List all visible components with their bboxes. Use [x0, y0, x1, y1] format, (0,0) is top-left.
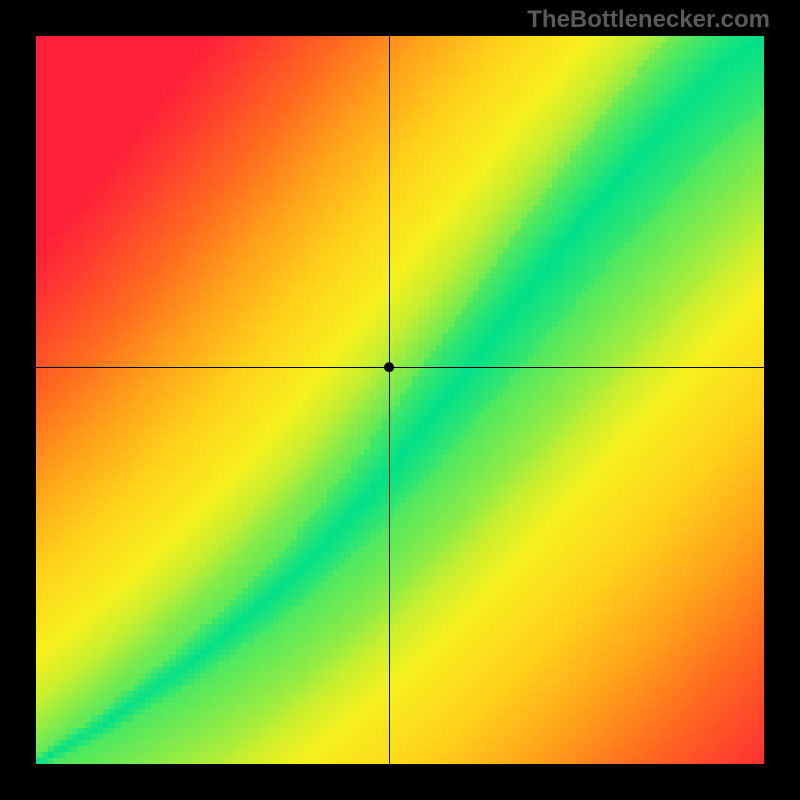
watermark-label: TheBottlenecker.com: [527, 6, 770, 34]
chart-container: TheBottlenecker.com: [0, 0, 800, 800]
bottleneck-heatmap: [0, 0, 800, 800]
